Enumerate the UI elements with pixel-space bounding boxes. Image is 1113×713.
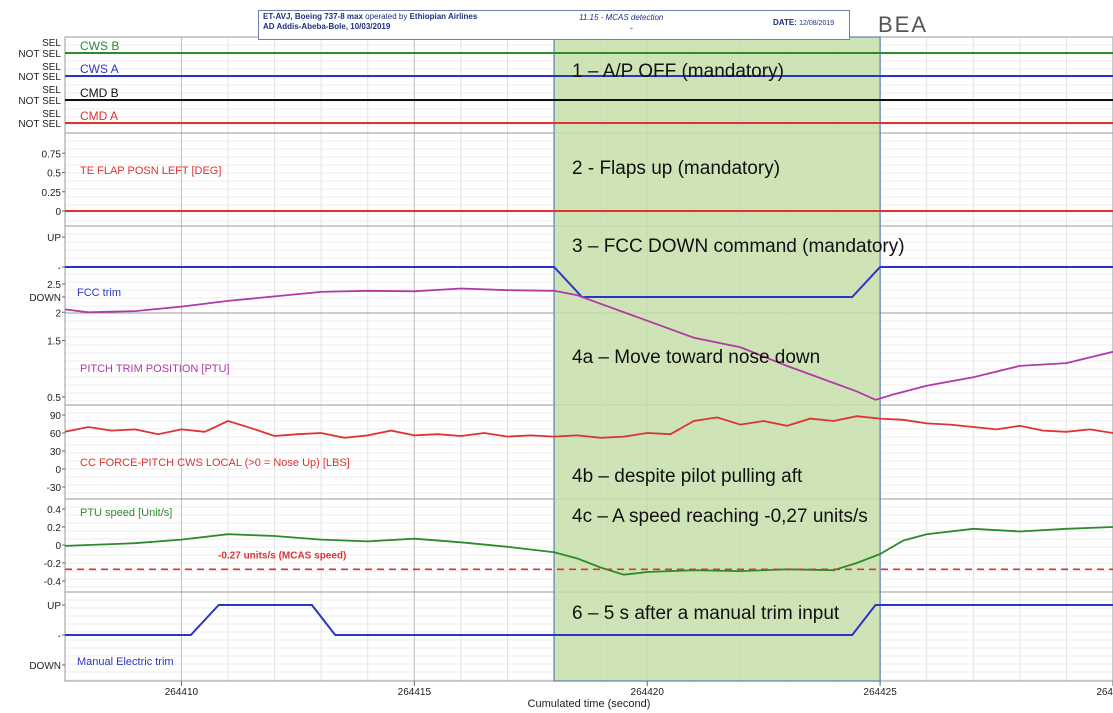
series-line <box>64 287 1113 401</box>
y-tick-label: NOT SEL <box>18 72 61 83</box>
series-line <box>65 604 1113 636</box>
y-tick-label: SEL <box>42 109 61 120</box>
y-tick-label: DOWN <box>29 661 61 672</box>
highlight-band <box>553 36 881 682</box>
y-tick-label: 0.75 <box>42 149 62 160</box>
y-tick-label: DOWN <box>29 293 61 304</box>
report-date: DATE: 12/08/2019 <box>773 18 834 27</box>
y-tick-label: 0 <box>55 465 61 476</box>
y-tick-label: -30 <box>47 483 62 494</box>
airline-label: Ethiopian Airlines <box>409 12 478 21</box>
y-tick-label: 30 <box>50 447 62 458</box>
operated-by-label: operated by <box>362 12 410 21</box>
y-tick-label: 0.25 <box>42 188 62 199</box>
date-label: DATE: <box>773 18 797 27</box>
series-line <box>65 266 1113 298</box>
y-tick-label: 90 <box>50 411 62 422</box>
flight-location-date: AD Addis-Abeba-Bole, 10/03/2019 <box>263 22 391 31</box>
series-label: PITCH TRIM POSITION [PTU] <box>80 363 230 375</box>
annotation: 4c – A speed reaching -0,27 units/s <box>572 506 868 527</box>
annotation: 4a – Move toward nose down <box>572 347 820 368</box>
x-axis-label: Cumulated time (second) <box>528 698 651 710</box>
series-label: CWS A <box>80 62 119 76</box>
y-tick-label: -0.4 <box>44 577 62 588</box>
x-tick-label: 264420 <box>631 687 665 698</box>
annotation: 1 – A/P OFF (mandatory) <box>572 61 784 82</box>
y-tick-label: NOT SEL <box>18 96 61 107</box>
y-tick-label: SEL <box>42 62 61 73</box>
y-tick-label: 1.5 <box>47 337 61 348</box>
y-tick-label: 0.5 <box>47 169 61 180</box>
y-tick-label: 2.5 <box>47 280 61 291</box>
y-tick-label: 0.4 <box>47 505 61 516</box>
series-label: Manual Electric trim <box>77 656 174 668</box>
x-tick-label: 264415 <box>398 687 432 698</box>
y-tick-label: 60 <box>50 429 62 440</box>
y-tick-label: NOT SEL <box>18 49 61 60</box>
y-tick-label: 2 <box>55 308 61 319</box>
aircraft-label: ET-AVJ, Boeing 737-8 max <box>263 12 363 21</box>
y-tick-label: 0 <box>55 207 61 218</box>
series-line <box>64 526 1113 576</box>
annotation: 2 - Flaps up (mandatory) <box>572 158 780 179</box>
y-tick-label: SEL <box>42 38 61 49</box>
series-label: CMD A <box>80 109 118 123</box>
flight-identifier: ET-AVJ, Boeing 737-8 max operated by Eth… <box>263 12 477 21</box>
series-label: CWS B <box>80 39 119 53</box>
series-label: CC FORCE-PITCH CWS LOCAL (>0 = Nose Up) … <box>80 457 350 469</box>
x-tick-label: 264410 <box>165 687 199 698</box>
y-tick-label: NOT SEL <box>18 119 61 130</box>
y-tick-label: 0 <box>55 541 61 552</box>
y-tick-label: - <box>58 631 61 642</box>
series-label: PTU speed [Unit/s] <box>80 507 172 519</box>
x-tick-label: 264425 <box>863 687 897 698</box>
y-tick-label: UP <box>47 601 61 612</box>
date-value: 12/08/2019 <box>799 20 835 27</box>
header-dash: - <box>630 23 633 33</box>
report-header: ET-AVJ, Boeing 737-8 max operated by Eth… <box>258 10 850 40</box>
bea-logo: BEA <box>878 12 929 37</box>
series-label: CMD B <box>80 86 119 100</box>
threshold-label: -0.27 units/s (MCAS speed) <box>218 550 346 561</box>
x-tick-label: 264430 <box>1096 687 1113 698</box>
annotation: 4b – despite pilot pulling aft <box>572 466 803 487</box>
series-label: TE FLAP POSN LEFT [DEG] <box>80 165 221 177</box>
y-tick-label: 0.2 <box>47 523 61 534</box>
annotation: 6 – 5 s after a manual trim input <box>572 603 840 624</box>
y-tick-label: UP <box>47 233 61 244</box>
series-label: FCC trim <box>77 287 121 299</box>
y-tick-label: 0.5 <box>47 393 61 404</box>
annotation: 3 – FCC DOWN command (mandatory) <box>572 236 905 257</box>
y-tick-label: SEL <box>42 85 61 96</box>
y-tick-label: - <box>58 263 61 274</box>
series-line <box>64 415 1113 439</box>
analysis-function: 11.15 - MCAS detection <box>579 13 664 22</box>
y-tick-label: -0.2 <box>44 559 62 570</box>
